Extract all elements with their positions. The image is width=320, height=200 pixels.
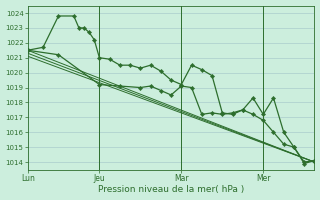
X-axis label: Pression niveau de la mer( hPa ): Pression niveau de la mer( hPa ) xyxy=(98,185,244,194)
